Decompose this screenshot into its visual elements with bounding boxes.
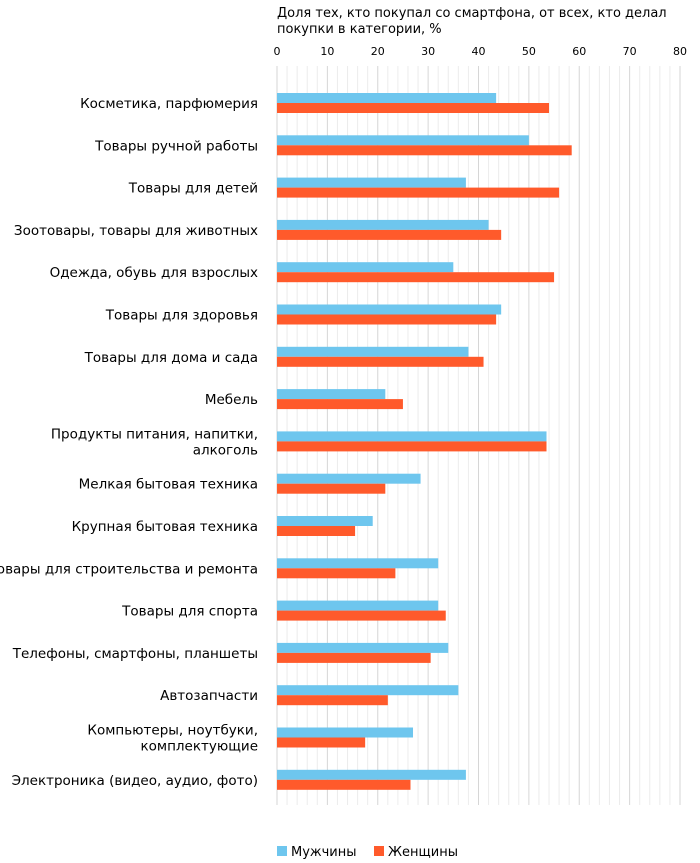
category-label: Крупная бытовая техника (72, 519, 258, 535)
category-label: Мебель (205, 392, 258, 408)
bar-men (277, 219, 489, 230)
bar-men (277, 389, 386, 400)
bar-women (277, 695, 388, 706)
bars (277, 93, 572, 790)
category-label: Товары для спорта (121, 604, 258, 620)
bar-women (277, 103, 550, 113)
legend-swatch-men (277, 846, 287, 856)
x-tick-label: 80 (673, 45, 687, 58)
bar-men (277, 685, 459, 696)
category-label: Товары для здоровья (105, 308, 258, 324)
category-label: Товары для дома и сада (84, 350, 258, 366)
x-axis-title-line: Доля тех, кто покупал со смартфона, от в… (277, 6, 667, 21)
category-label: Компьютеры, ноутбуки, комплектующие (87, 723, 258, 755)
bar-women (277, 568, 396, 579)
x-tick-label: 70 (623, 45, 637, 58)
bar-men (277, 727, 414, 738)
bar-men (277, 304, 502, 315)
legend-label-women: Женщины (388, 845, 458, 860)
bar-women (277, 187, 560, 198)
bar-women (277, 483, 386, 494)
bar-women (277, 314, 497, 325)
category-label: Товары для детей (128, 181, 258, 197)
bar-men (277, 600, 439, 611)
x-axis-title-line: покупки в категории, % (277, 22, 442, 37)
bar-men (277, 642, 449, 653)
category-label: Продукты питания, напитки, алкоголь (51, 426, 258, 458)
category-label: Телефоны, смартфоны, планшеты (12, 646, 258, 662)
bar-men (277, 516, 373, 526)
bar-women (277, 145, 572, 156)
bar-women (277, 652, 431, 663)
category-label: Электроника (видео, аудио, фото) (12, 773, 258, 789)
x-tick-label: 0 (274, 45, 281, 58)
x-tick-label: 60 (572, 45, 586, 58)
category-label: Зоотовары, товары для животных (14, 223, 258, 239)
bar-men (277, 93, 497, 103)
bar-women (277, 526, 356, 536)
bar-men (277, 431, 547, 442)
bar-men (277, 558, 439, 569)
bar-men (277, 346, 469, 357)
category-label: Одежда, обувь для взрослых (50, 265, 258, 281)
category-label: Товары ручной работы (94, 138, 258, 154)
bar-women (277, 737, 366, 748)
x-axis-ticks: 0 10 20 30 40 50 60 70 80 (274, 45, 688, 58)
bar-women (277, 610, 446, 621)
x-tick-label: 10 (320, 45, 334, 58)
bar-women (277, 272, 555, 283)
bar-women (277, 441, 547, 452)
x-axis-title: Доля тех, кто покупал со смартфона, от в… (277, 6, 667, 37)
category-label: Автозапчасти (160, 688, 258, 704)
bar-women (277, 779, 411, 790)
bar-women (277, 356, 484, 367)
category-label: Товары для строительства и ремонта (0, 561, 258, 577)
category-label: Мелкая бытовая техника (79, 477, 258, 493)
bar-men (277, 473, 421, 484)
category-label: Косметика, парфюмерия (80, 96, 258, 112)
bar-women (277, 399, 403, 410)
x-tick-label: 50 (522, 45, 536, 58)
legend-swatch-women (374, 846, 384, 856)
legend: Мужчины Женщины (277, 845, 458, 860)
x-tick-label: 40 (472, 45, 486, 58)
bar-women (277, 229, 502, 240)
legend-label-men: Мужчины (291, 845, 357, 860)
bar-men (277, 262, 454, 273)
bar-men (277, 769, 466, 780)
x-tick-label: 30 (421, 45, 435, 58)
bar-men (277, 135, 529, 146)
x-tick-label: 20 (371, 45, 385, 58)
category-labels: Косметика, парфюмерия Товары ручной работ… (0, 96, 258, 789)
bar-men (277, 177, 466, 188)
